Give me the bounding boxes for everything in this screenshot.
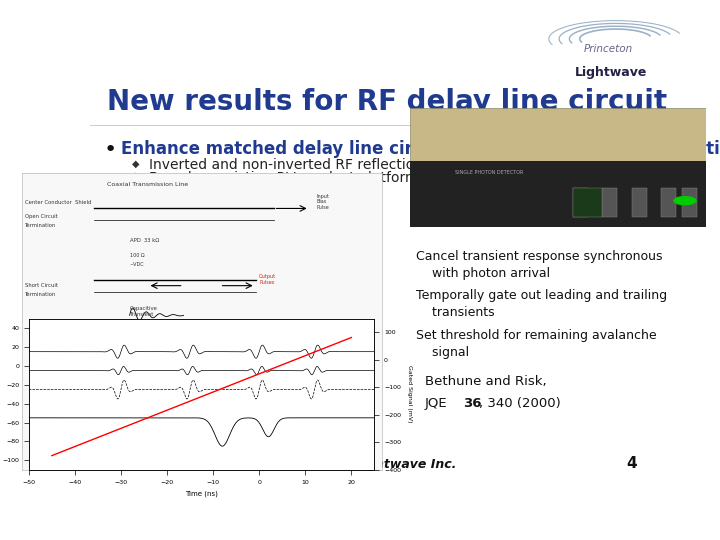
Text: Bethune and Risk,: Bethune and Risk,	[425, 375, 546, 388]
Text: Based on existing PLI product platform: Based on existing PLI product platform	[148, 171, 418, 185]
Bar	[662, 187, 676, 217]
Text: Enhance matched delay line circuit to operate at higher repetition rate: Enhance matched delay line circuit to op…	[121, 140, 720, 158]
Text: Set threshold for remaining avalanche
    signal: Set threshold for remaining avalanche si…	[416, 329, 657, 359]
Text: Temporally gate out leading and trailing
    transients: Temporally gate out leading and trailing…	[416, 289, 667, 319]
Text: Princeton Lightwave Inc.: Princeton Lightwave Inc.	[282, 458, 456, 471]
Text: Cancel transient response synchronous
    with photon arrival: Cancel transient response synchronous wi…	[416, 250, 663, 280]
Circle shape	[673, 196, 697, 205]
Text: JQE: JQE	[425, 397, 451, 410]
X-axis label: Time (ns): Time (ns)	[185, 490, 218, 497]
Bar	[682, 187, 697, 217]
Text: APD  33 kΩ: APD 33 kΩ	[130, 238, 159, 243]
Text: •: •	[104, 140, 117, 160]
Text: Input
Bias
Pulse: Input Bias Pulse	[317, 193, 330, 210]
Text: Open Circuit: Open Circuit	[25, 214, 58, 219]
Bar	[410, 161, 706, 227]
Text: New results for RF delay line circuit: New results for RF delay line circuit	[107, 87, 667, 116]
Text: SPW 2011 – June 2011: SPW 2011 – June 2011	[96, 462, 221, 471]
Text: Output
Pulses: Output Pulses	[259, 274, 276, 285]
Text: SINGLE PHOTON DETECTOR: SINGLE PHOTON DETECTOR	[455, 170, 523, 175]
Y-axis label: Gated Signal (mV): Gated Signal (mV)	[408, 366, 413, 423]
Bar	[632, 187, 647, 217]
Text: (a): (a)	[179, 327, 188, 332]
Text: Termination: Termination	[25, 223, 56, 228]
Text: Short Circuit: Short Circuit	[25, 282, 58, 288]
Text: 4: 4	[626, 456, 637, 471]
Text: 100 Ω: 100 Ω	[130, 253, 144, 258]
Text: ◆: ◆	[132, 171, 140, 181]
Bar	[602, 187, 617, 217]
Text: Lightwave: Lightwave	[575, 65, 647, 78]
Text: Center Conductor  Shield: Center Conductor Shield	[25, 199, 91, 205]
Text: Inverted and non-inverted RF reflections cancel transients: Inverted and non-inverted RF reflections…	[148, 158, 553, 172]
Text: Termination: Termination	[25, 292, 56, 296]
FancyBboxPatch shape	[410, 108, 706, 227]
Text: Capacitive
Transient: Capacitive Transient	[130, 306, 158, 317]
Text: ◆: ◆	[132, 158, 140, 168]
Text: Princeton: Princeton	[584, 44, 633, 55]
Bar	[573, 187, 602, 217]
Text: ~VDC: ~VDC	[130, 262, 144, 267]
Text: Coaxial Transmission Line: Coaxial Transmission Line	[107, 181, 188, 187]
Bar	[573, 187, 588, 217]
Text: , 340 (2000): , 340 (2000)	[480, 397, 561, 410]
Text: 36: 36	[463, 397, 481, 410]
